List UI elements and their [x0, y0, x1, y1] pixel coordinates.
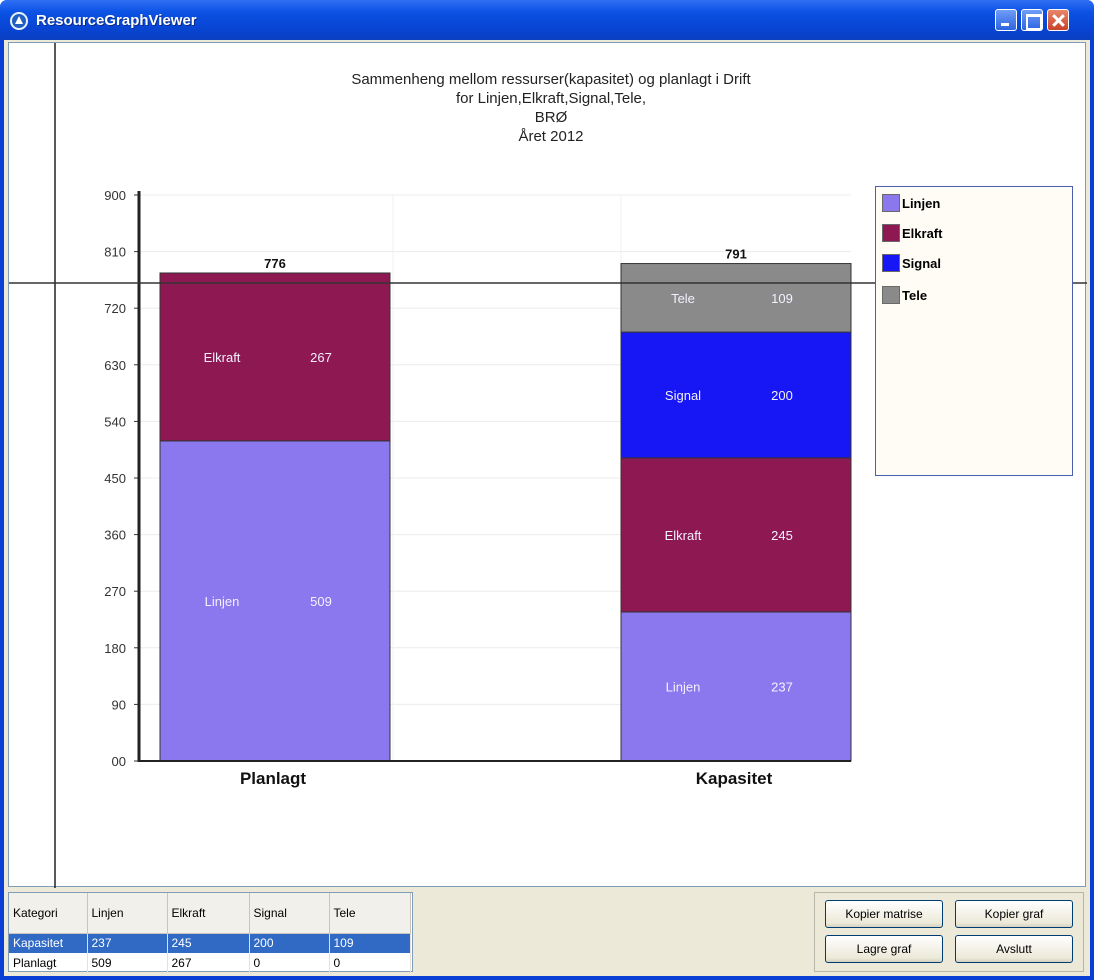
bar-total-label: 776 — [264, 256, 286, 271]
column-header[interactable]: Kategori — [9, 893, 88, 934]
copy-graph-button[interactable]: Kopier graf — [955, 900, 1073, 928]
y-tick-label: 540 — [104, 414, 126, 429]
matrix-table: Kategori Linjen Elkraft Signal Tele Kapa… — [9, 893, 411, 973]
data-label: 109 — [771, 291, 793, 306]
table-cell[interactable]: 0 — [249, 953, 330, 973]
y-tick-label: 00 — [112, 754, 126, 769]
button-panel: Kopier matrise Kopier graf Lagre graf Av… — [814, 892, 1084, 972]
chart-title-line: Sammenheng mellom ressurser(kapasitet) o… — [351, 71, 751, 88]
segment-label: Linjen — [666, 679, 701, 694]
window-title: ResourceGraphViewer — [36, 12, 197, 29]
y-tick-label: 900 — [104, 188, 126, 203]
bar-segment-linjen — [159, 440, 391, 762]
data-label: 200 — [771, 388, 793, 403]
matrix-header-row: Kategori Linjen Elkraft Signal Tele — [9, 893, 411, 934]
y-tick-label: 180 — [104, 641, 126, 656]
legend-item-linjen: Linjen — [882, 193, 940, 213]
table-row[interactable]: Kapasitet 237 245 200 109 — [9, 933, 411, 953]
exit-button[interactable]: Avslutt — [955, 935, 1073, 963]
y-tick-label: 270 — [104, 584, 126, 599]
minimize-button[interactable] — [995, 9, 1017, 31]
table-cell[interactable]: 245 — [167, 933, 250, 953]
y-tick-label: 630 — [104, 358, 126, 373]
y-tick-label: 720 — [104, 301, 126, 316]
chart-title-line: BRØ — [535, 109, 568, 126]
legend-item-elkraft: Elkraft — [882, 223, 942, 243]
table-cell[interactable]: 237 — [87, 933, 168, 953]
app-icon — [10, 12, 28, 30]
maximize-button[interactable] — [1021, 9, 1043, 31]
column-header[interactable]: Elkraft — [167, 893, 250, 934]
legend-swatch — [882, 254, 900, 272]
bar-total-label: 791 — [725, 247, 747, 262]
chart-legend: Linjen Elkraft Signal Tele — [875, 186, 1073, 476]
bar-segment-linjen — [620, 611, 852, 762]
data-label: 245 — [771, 528, 793, 543]
segment-label: Elkraft — [204, 350, 241, 365]
title-bar[interactable]: ResourceGraphViewer — [0, 0, 1094, 40]
save-graph-button[interactable]: Lagre graf — [825, 935, 943, 963]
column-header[interactable]: Tele — [329, 893, 411, 934]
y-tick-label: 810 — [104, 245, 126, 260]
legend-label: Linjen — [902, 195, 941, 211]
matrix-grid[interactable]: Kategori Linjen Elkraft Signal Tele Kapa… — [8, 892, 413, 973]
stacked-bar-chart: Sammenheng mellom ressurser(kapasitet) o… — [9, 43, 1087, 888]
column-header[interactable]: Linjen — [87, 893, 168, 934]
y-tick-label: 360 — [104, 528, 126, 543]
bar-segment-tele — [620, 263, 852, 333]
client-area: Sammenheng mellom ressurser(kapasitet) o… — [4, 40, 1090, 976]
legend-swatch — [882, 286, 900, 304]
close-button[interactable] — [1047, 9, 1069, 31]
legend-label: Elkraft — [902, 225, 943, 241]
x-category-label: Kapasitet — [696, 769, 773, 788]
legend-label: Tele — [902, 287, 928, 303]
table-cell[interactable]: 509 — [87, 953, 168, 973]
column-header[interactable]: Signal — [249, 893, 330, 934]
legend-item-signal: Signal — [882, 253, 941, 273]
chart-title-line: for Linjen,Elkraft,Signal,Tele, — [456, 90, 646, 107]
legend-item-tele: Tele — [882, 285, 927, 305]
data-label: 237 — [771, 679, 793, 694]
bar-segment-elkraft — [620, 457, 852, 613]
bar-segment-signal — [620, 331, 852, 459]
table-cell[interactable]: 0 — [329, 953, 411, 973]
legend-swatch — [882, 224, 900, 242]
table-cell[interactable]: 200 — [249, 933, 330, 953]
segment-label: Linjen — [205, 594, 240, 609]
table-cell[interactable]: 267 — [167, 953, 250, 973]
chart-panel: Sammenheng mellom ressurser(kapasitet) o… — [8, 42, 1087, 888]
legend-label: Signal — [902, 255, 942, 271]
segment-label: Tele — [671, 291, 695, 306]
table-cell[interactable]: Kapasitet — [9, 933, 88, 953]
data-label: 509 — [310, 594, 332, 609]
segment-label: Elkraft — [665, 528, 702, 543]
bar-segment-elkraft — [159, 272, 391, 442]
table-cell[interactable]: Planlagt — [9, 953, 88, 973]
chart-title-line: Året 2012 — [518, 128, 583, 145]
copy-matrix-button[interactable]: Kopier matrise — [825, 900, 943, 928]
legend-swatch — [882, 194, 900, 212]
table-cell[interactable]: 109 — [329, 933, 411, 953]
x-category-label: Planlagt — [240, 769, 306, 788]
data-label: 267 — [310, 350, 332, 365]
y-tick-label: 90 — [112, 697, 126, 712]
y-tick-label: 450 — [104, 471, 126, 486]
segment-label: Signal — [665, 388, 701, 403]
table-row[interactable]: Planlagt 509 267 0 0 — [9, 953, 411, 973]
